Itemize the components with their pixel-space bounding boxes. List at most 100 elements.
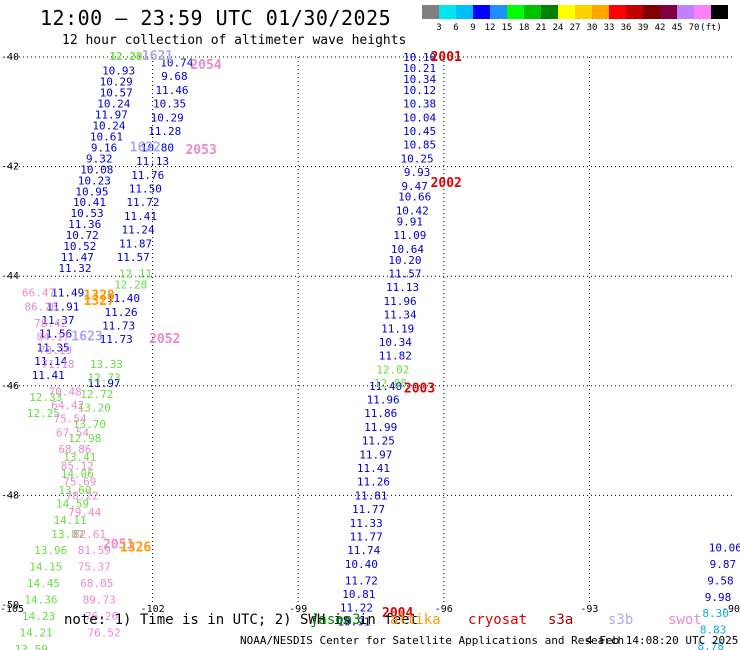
wave-height-value: 12.33	[29, 391, 62, 404]
wave-height-value: 10.34	[403, 73, 436, 86]
lat-tick-label: -40	[1, 52, 19, 63]
wave-height-value: 11.26	[357, 476, 390, 489]
wave-height-value: 11.47	[61, 251, 94, 264]
wave-height-value: 8.83	[700, 624, 727, 637]
pass-time-label: 2054	[190, 58, 221, 73]
wave-height-value: 70.48	[49, 385, 82, 398]
pass-time-label: 12.28	[109, 50, 142, 63]
wave-height-value: 11.24	[121, 224, 154, 237]
wave-height-value: 14.36	[24, 594, 57, 607]
colorbar-swatch	[694, 5, 711, 19]
wave-height-value: 10.25	[401, 152, 434, 165]
wave-height-value: 76.52	[88, 626, 121, 639]
wave-height-value: 14.21	[20, 626, 53, 639]
wave-height-value: 11.50	[129, 183, 162, 196]
wave-height-value: 10.66	[398, 191, 431, 204]
wave-height-value: 13.20	[78, 402, 111, 415]
wave-height-value: 89.73	[83, 594, 116, 607]
colorbar-label: (ft)	[700, 23, 722, 33]
pass-time-label: 2003	[404, 382, 435, 397]
wave-height-value: 9.93	[404, 166, 431, 179]
lon-tick-label: -105	[0, 604, 24, 615]
lat-tick-label: -48	[1, 490, 19, 501]
wave-height-value: 11.32	[58, 262, 91, 275]
wave-height-value: 11.34	[384, 309, 417, 322]
wave-height-value: 9.58	[707, 574, 734, 587]
lat-tick-label: -50	[1, 600, 19, 611]
wave-height-value: 10.42	[396, 204, 429, 217]
wave-height-value: 11.40	[369, 380, 402, 393]
wave-height-value: 10.24	[92, 120, 125, 133]
wave-height-value: 67.54	[56, 426, 89, 439]
wave-height-value: 10.85	[403, 139, 436, 152]
pass-time-label: 1622	[130, 140, 161, 155]
wave-height-value: 13.70	[73, 418, 106, 431]
pass-time-label: 2001	[431, 50, 462, 65]
credit-text: NOAA/NESDIS Center for Satellite Applica…	[240, 634, 625, 647]
colorbar-label: 6	[453, 23, 459, 33]
wave-height-value: 11.57	[117, 251, 150, 264]
wave-height-value: 78.42	[34, 317, 67, 330]
wave-height-value: 11.19	[381, 322, 414, 335]
wave-height-value: 81.59	[78, 544, 111, 557]
lon-tick-label: -96	[435, 604, 453, 615]
wave-height-value: 11.25	[362, 435, 395, 448]
lon-tick-label: -102	[141, 604, 165, 615]
colorbar-swatch	[524, 5, 541, 19]
wave-height-value: 9.98	[705, 591, 732, 604]
wave-height-value: 12.98	[68, 432, 101, 445]
colorbar-swatch	[473, 5, 490, 19]
lat-tick-label: -44	[1, 271, 19, 282]
wave-height-value: 13.96	[34, 544, 67, 557]
colorbar-swatch	[541, 5, 558, 19]
pass-time-label: 1621	[142, 49, 173, 64]
wave-height-value: 10.29	[100, 76, 133, 89]
wave-height-value: 73.19	[39, 344, 72, 357]
pass-time-label: 1623	[71, 329, 102, 344]
colorbar-swatch	[643, 5, 660, 19]
wave-height-value: 11.72	[126, 196, 159, 209]
colorbar-label: 18	[518, 23, 530, 33]
wave-height-value: 11.74	[347, 544, 380, 557]
wave-height-value: 11.86	[364, 407, 397, 420]
wave-height-value: 11.96	[384, 295, 417, 308]
wave-height-value: 66.47	[22, 287, 55, 300]
wave-height-value: 10.08	[80, 163, 113, 176]
legend-s3a: s3a	[548, 612, 574, 628]
colorbar-swatch	[575, 5, 592, 19]
wave-height-value: 11.72	[345, 574, 378, 587]
pass-time-label: 1326	[120, 540, 151, 555]
colorbar-swatch	[456, 5, 473, 19]
lon-tick-label: -99	[289, 604, 307, 615]
colorbar-label: 42	[654, 23, 666, 33]
colorbar-label: 12	[484, 23, 496, 33]
wave-height-value: 11.33	[350, 517, 383, 530]
wave-height-value: 11.76	[131, 169, 164, 182]
wave-height-value: 68.86	[58, 443, 91, 456]
legend-altika: altika	[390, 612, 441, 628]
legend-swot: swot	[668, 612, 702, 628]
wave-height-value: 11.35	[37, 341, 70, 354]
wave-height-value: 8.78	[697, 640, 724, 650]
colorbar-swatch	[592, 5, 609, 19]
footer-note: note: 1) Time is in UTC; 2) SWH is in fe…	[64, 612, 419, 628]
wave-height-value: 12.25	[27, 407, 60, 420]
wave-height-value: 75.54	[54, 413, 87, 426]
colorbar-label: 70	[688, 23, 700, 33]
wave-height-value: 11.26	[104, 306, 137, 319]
wave-height-value: 11.97	[95, 109, 128, 122]
wave-height-value: 14.15	[29, 561, 62, 574]
wave-height-value: 13.60	[58, 484, 91, 497]
colorbar-label: 21	[535, 23, 547, 33]
wave-height-value: 10.35	[153, 98, 186, 111]
colorbar-swatch	[507, 5, 524, 19]
wave-height-value: 9.47	[401, 180, 428, 193]
wave-height-value: 10.45	[403, 125, 436, 138]
wave-height-value: 10.74	[160, 56, 193, 69]
colorbar-swatch	[422, 5, 439, 19]
wave-height-value: 10.80	[141, 141, 174, 154]
wave-height-value: 11.73	[102, 320, 135, 333]
colorbar-swatch	[677, 5, 694, 19]
wave-height-value: 10.38	[403, 98, 436, 111]
wave-height-value: 10.72	[66, 229, 99, 242]
